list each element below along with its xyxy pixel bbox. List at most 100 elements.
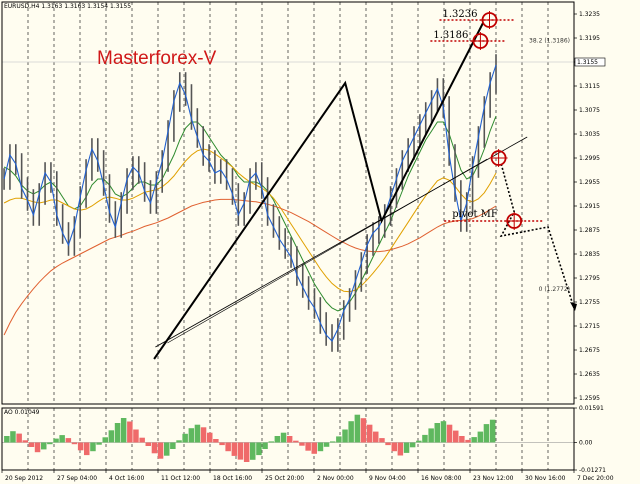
- ao-bar: [403, 442, 410, 453]
- ao-bar: [96, 442, 102, 445]
- ao-bar: [170, 442, 176, 449]
- ao-bar: [286, 436, 293, 443]
- ao-bar: [428, 428, 434, 443]
- ao-bar: [207, 432, 213, 443]
- price-series: [3, 54, 497, 352]
- ao-bar: [139, 437, 145, 443]
- ao-bar: [336, 436, 342, 443]
- ao-bar: [465, 439, 471, 443]
- pivot-label: pivot MF: [452, 209, 498, 220]
- main-grid: [2, 2, 574, 404]
- ao-bar: [323, 442, 330, 447]
- ao-bar: [440, 421, 447, 443]
- fib-label: 0 (1.2772): [539, 286, 570, 293]
- ao-panel-frame: [1, 407, 575, 471]
- level-label: 1.3236: [443, 9, 478, 20]
- ao-bar: [262, 442, 268, 449]
- main-panel-frame: [1, 1, 575, 405]
- ao-bar: [157, 442, 164, 459]
- x-tick-label: 7 Dec 20:00: [577, 475, 614, 482]
- x-tick-label: 16 Nov 08:00: [421, 475, 462, 482]
- axes: 1.3235 1.3195 1.3155 1.3115 1.3075 1.3035 1.29…: [1, 1, 614, 482]
- y-tick-label: 1.2875: [579, 227, 600, 234]
- ao-y-tick-label: 0.00: [579, 439, 593, 446]
- ao-bar: [10, 431, 16, 443]
- y-tick-label: 1.2915: [579, 203, 600, 210]
- ao-y-tick-label: -0.01271: [579, 467, 606, 474]
- y-tick-label: 1.3195: [579, 35, 600, 42]
- y-tick-label: 1.3235: [579, 11, 600, 18]
- ao-bar: [366, 424, 373, 443]
- ao-bar: [71, 442, 78, 445]
- ao-bar: [28, 442, 35, 447]
- y-tick-label: 1.2955: [579, 179, 600, 186]
- ao-bar: [373, 431, 379, 443]
- ao-bar: [90, 442, 96, 452]
- ao-bar: [360, 418, 367, 443]
- ao-bar: [489, 419, 496, 443]
- ao-bar: [483, 424, 490, 443]
- ao-bar: [397, 442, 404, 456]
- y-tick-label: 1.2595: [579, 395, 600, 402]
- ao-bar: [354, 414, 361, 443]
- ao-bar: [231, 442, 238, 456]
- ao-bar: [422, 434, 428, 443]
- ao-bar: [65, 438, 72, 443]
- x-tick-label: 30 Nov 16:00: [525, 475, 566, 482]
- ao-bar: [330, 441, 336, 443]
- ao-bar: [114, 423, 121, 443]
- current-price-tag: [574, 57, 606, 67]
- level-label: 1.3186: [433, 30, 468, 41]
- x-tick-label: 11 Oct 12:00: [161, 475, 200, 482]
- ao-bar: [200, 427, 207, 443]
- fib-label: 38.2 (1.3186): [529, 37, 570, 44]
- ao-bar: [219, 442, 225, 446]
- y-tick-label: 1.2795: [579, 275, 600, 282]
- ao-y-tick-label: 0.01591: [579, 405, 604, 412]
- ao-bar: [41, 442, 47, 450]
- y-tick-label: 1.2675: [579, 347, 600, 354]
- ao-bar: [77, 442, 84, 451]
- y-tick-label: 1.3035: [579, 131, 600, 138]
- y-tick-label: 1.2715: [579, 323, 600, 330]
- drawings: 1.3236 1.3186 pivot MF: [153, 9, 577, 360]
- ao-histogram: [4, 414, 496, 462]
- ao-bar: [133, 429, 139, 443]
- ao-bar: [34, 442, 41, 453]
- ao-bar: [385, 442, 391, 446]
- x-tick-label: 23 Nov 12:00: [473, 475, 514, 482]
- channel-line: [167, 158, 488, 344]
- ao-bar: [59, 435, 65, 443]
- ao-bar: [53, 438, 59, 443]
- projection-path: [499, 163, 575, 309]
- ao-bar: [243, 442, 250, 462]
- ao-bar: [453, 430, 459, 443]
- ao-bar: [342, 429, 348, 443]
- x-tick-label: 25 Oct 20:00: [265, 475, 304, 482]
- ao-bar: [268, 441, 274, 443]
- ao-bar: [225, 442, 231, 452]
- ao-bar: [164, 442, 170, 456]
- price-line: [3, 64, 497, 342]
- ao-bar: [194, 424, 201, 443]
- ao-bar: [280, 432, 287, 443]
- ao-bar: [108, 430, 115, 443]
- ao-bar: [459, 436, 465, 443]
- ao-bar: [391, 442, 397, 452]
- ao-bar: [120, 418, 127, 443]
- y-tick-label: 1.3075: [579, 107, 600, 114]
- ao-bar: [256, 442, 262, 456]
- ao-bar: [182, 433, 188, 443]
- ao-bar: [379, 438, 385, 443]
- ao-bar: [4, 436, 10, 443]
- ao-bar: [250, 442, 256, 460]
- x-tick-label: 27 Sep 04:00: [57, 475, 97, 482]
- ao-bar: [188, 428, 195, 443]
- ao-bar: [16, 433, 22, 443]
- y-tick-label: 1.2835: [579, 251, 600, 258]
- x-tick-label: 20 Sep 2012: [5, 475, 43, 482]
- ao-bar: [305, 442, 311, 451]
